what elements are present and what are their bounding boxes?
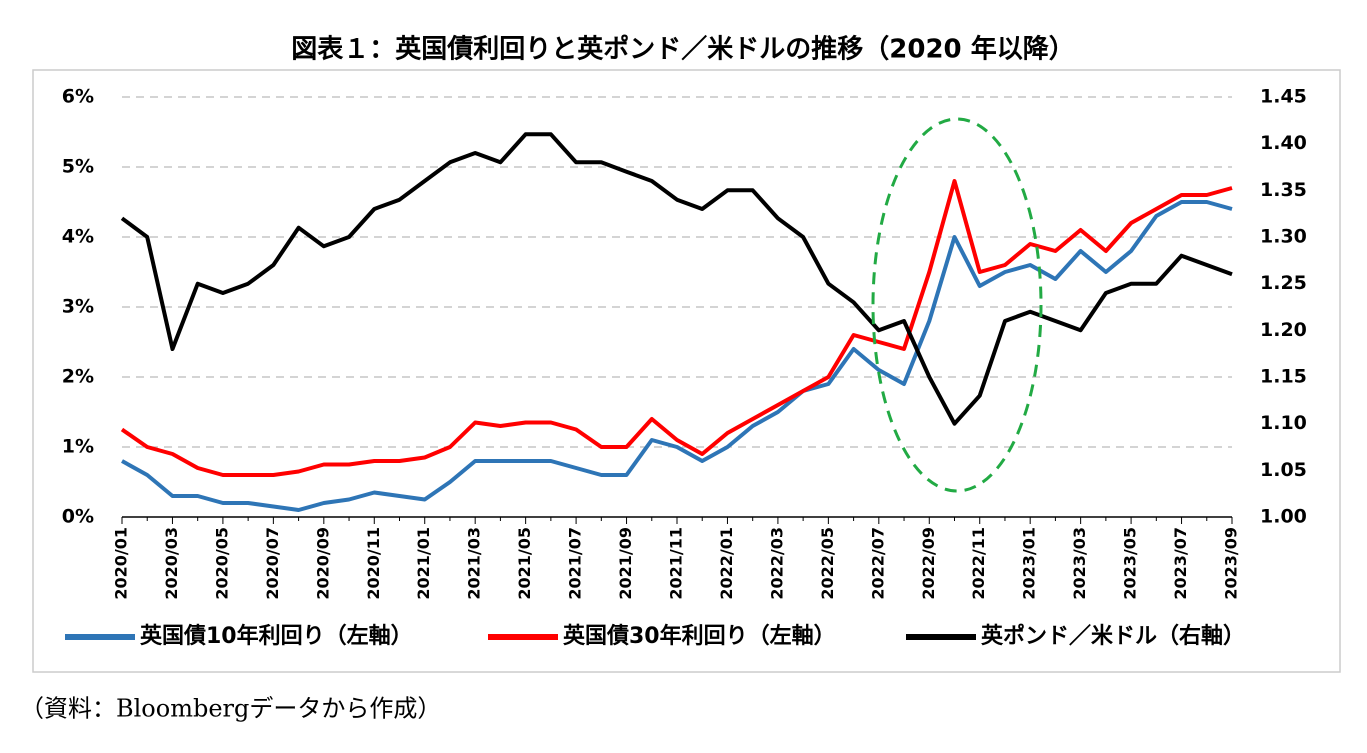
x-tick-label: 2023/01: [1020, 527, 1039, 600]
x-tick-label: 2020/07: [263, 527, 282, 600]
x-tick-label: 2022/01: [717, 527, 736, 600]
legend-label: 英国債10年利回り（左軸）: [140, 623, 413, 649]
series-line: [120, 132, 1233, 426]
source-note: （資料：Bloombergデータから作成）: [20, 695, 441, 723]
x-tick-label: 2020/05: [212, 527, 231, 600]
x-tick-label: 2021/07: [566, 527, 585, 600]
y2-tick-label: 1.45: [1260, 86, 1307, 108]
series-line: [121, 200, 1233, 512]
x-tick-label: 2022/09: [919, 527, 938, 600]
y-tick-label: 5%: [62, 156, 94, 178]
x-tick-label: 2022/07: [868, 527, 887, 600]
x-tick-label: 2022/03: [767, 527, 786, 600]
y2-tick-label: 1.35: [1260, 179, 1307, 201]
y2-tick-label: 1.40: [1260, 132, 1307, 154]
y2-tick-label: 1.00: [1260, 506, 1307, 528]
x-tick-label: 2021/11: [667, 527, 686, 600]
y-tick-label: 0%: [62, 506, 94, 528]
x-tick-label: 2021/09: [616, 527, 635, 600]
y2-tick-label: 1.20: [1260, 319, 1307, 341]
legend-label: 英国債30年利回り（左軸）: [563, 623, 836, 649]
chart-title: 図表１：英国債利回りと英ポンド／米ドルの推移（2020 年以降）: [291, 34, 1074, 65]
y-tick-label: 2%: [62, 366, 94, 388]
x-tick-label: 2021/05: [515, 527, 534, 600]
x-tick-label: 2021/01: [414, 527, 433, 600]
highlight-ellipse: [871, 117, 1043, 493]
frame: [32, 69, 1341, 673]
x-tick-label: 2023/03: [1070, 527, 1089, 600]
y2-tick-label: 1.05: [1260, 459, 1307, 481]
y2-tick-label: 1.25: [1260, 272, 1307, 294]
x-tick-label: 2020/03: [162, 527, 181, 600]
x-tick-label: 2023/07: [1171, 527, 1190, 600]
x-tick-label: 2020/01: [112, 527, 131, 600]
x-tick-label: 2020/09: [313, 527, 332, 600]
y2-tick-label: 1.15: [1260, 366, 1307, 388]
x-tick-label: 2023/09: [1222, 527, 1241, 600]
x-tick-label: 2023/05: [1121, 527, 1140, 600]
series-line: [120, 179, 1233, 477]
x-tick-label: 2020/11: [364, 527, 383, 600]
y-tick-label: 1%: [62, 436, 94, 458]
x-tick-label: 2022/11: [969, 527, 988, 600]
y-tick-label: 4%: [62, 226, 94, 248]
y2-tick-label: 1.10: [1260, 412, 1307, 434]
legend-label: 英ポンド／米ドル（右軸）: [981, 623, 1245, 649]
y2-tick-label: 1.30: [1260, 226, 1307, 248]
x-tick-label: 2021/03: [465, 527, 484, 600]
x-tick-label: 2022/05: [818, 527, 837, 600]
y-tick-label: 6%: [62, 86, 94, 108]
y-tick-label: 3%: [62, 296, 94, 318]
